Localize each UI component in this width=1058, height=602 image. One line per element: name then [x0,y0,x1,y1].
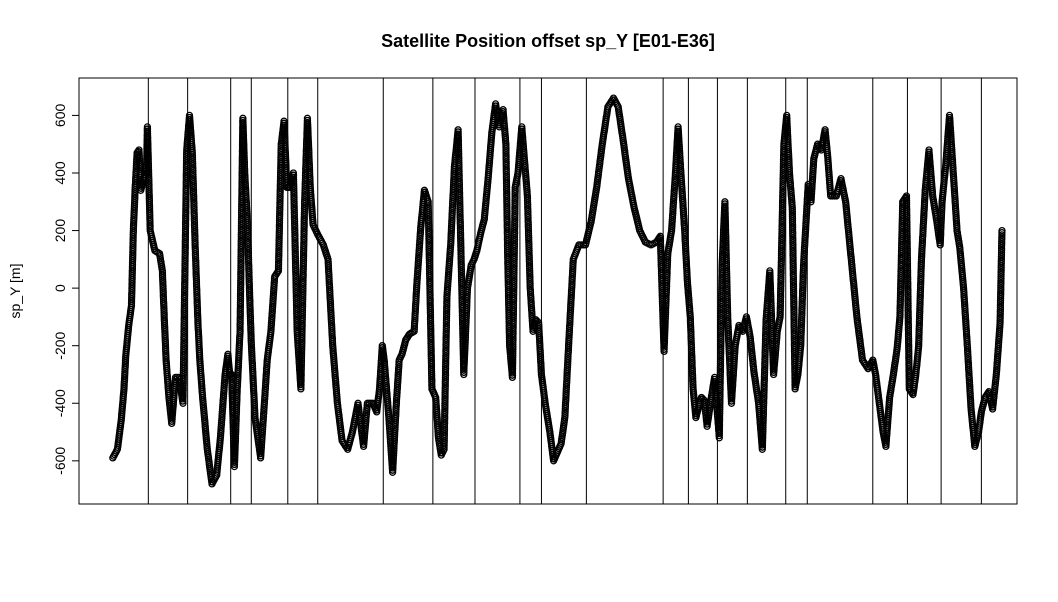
plot-area [109,94,1006,488]
chart-title: Satellite Position offset sp_Y [E01-E36] [381,31,715,51]
